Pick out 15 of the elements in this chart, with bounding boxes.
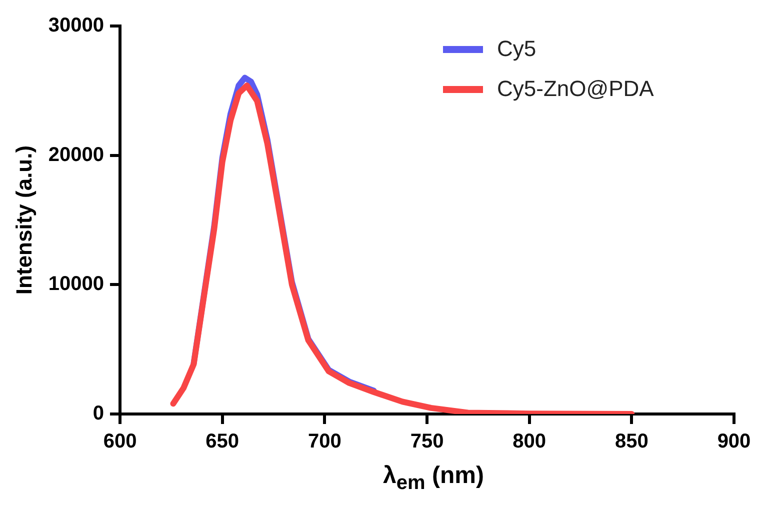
y-tick-label: 0 <box>92 402 104 425</box>
y-axis-title: Intensity (a.u.) <box>11 145 36 295</box>
x-tick-label: 600 <box>103 430 137 453</box>
x-axis-title: λ$_{em}$ (nm) <box>382 462 485 495</box>
legend-label: Cy5-ZnO@PDA <box>497 76 654 102</box>
x-tick-label: 900 <box>717 430 751 453</box>
x-tick-label: 750 <box>410 430 444 453</box>
y-tick-label: 20000 <box>48 144 104 166</box>
x-tick-label: 700 <box>308 430 342 453</box>
y-tick-label: 30000 <box>48 14 104 37</box>
y-tick-label: 10000 <box>48 273 104 296</box>
legend-label: Cy5 <box>497 36 536 62</box>
x-tick-label: 850 <box>614 430 648 453</box>
x-tick-label: 650 <box>206 430 240 453</box>
x-tick-label: 800 <box>512 430 546 453</box>
